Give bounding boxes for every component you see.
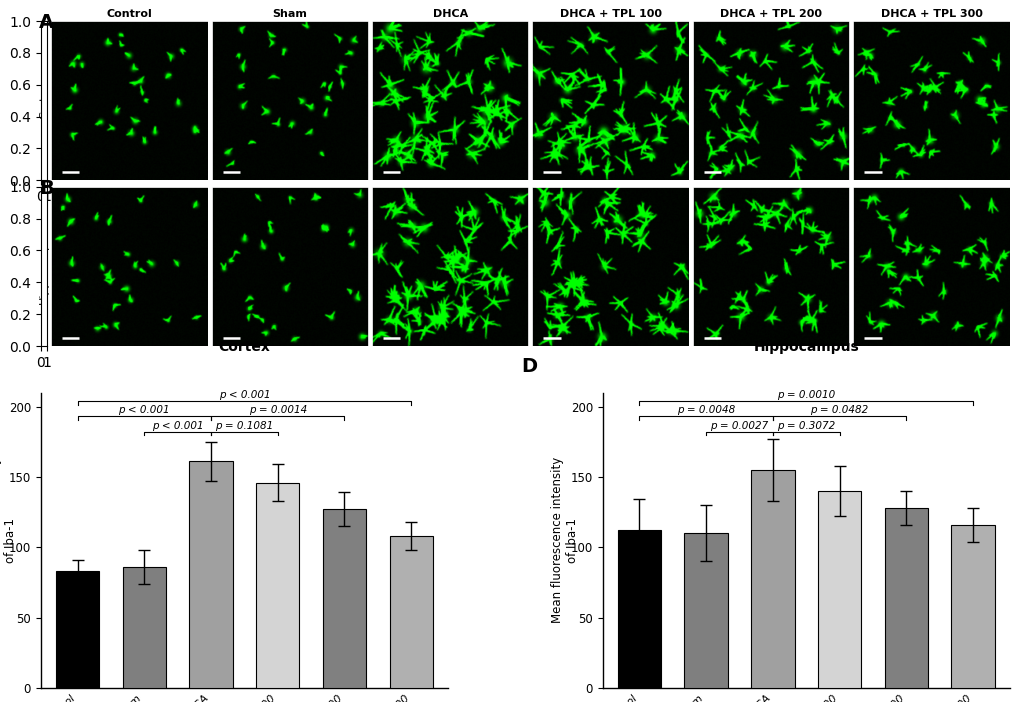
Title: Hippocampus: Hippocampus <box>753 340 858 354</box>
Bar <box>322 510 366 688</box>
Text: A: A <box>39 13 54 32</box>
Text: p < 0.001: p < 0.001 <box>118 405 170 415</box>
Bar <box>951 525 994 688</box>
Bar <box>389 536 432 688</box>
Text: p = 0.0048: p = 0.0048 <box>677 405 735 415</box>
Bar <box>256 482 300 688</box>
Bar <box>56 571 99 688</box>
Title: Sham: Sham <box>272 9 307 19</box>
Y-axis label: Mean fluorescence intensity
of Iba-1: Mean fluorescence intensity of Iba-1 <box>0 457 17 623</box>
Text: B: B <box>39 179 54 198</box>
Text: Cortex: Cortex <box>39 82 49 119</box>
Text: p = 0.0010: p = 0.0010 <box>776 390 835 399</box>
Title: DHCA + TPL 200: DHCA + TPL 200 <box>719 9 821 19</box>
Y-axis label: Mean fluorescence intensity
of Iba-1: Mean fluorescence intensity of Iba-1 <box>550 457 579 623</box>
Text: D: D <box>521 357 537 376</box>
Bar <box>883 508 927 688</box>
Title: DHCA + TPL 100: DHCA + TPL 100 <box>559 9 661 19</box>
Bar <box>684 534 728 688</box>
Bar <box>817 491 860 688</box>
Title: DHCA: DHCA <box>432 9 468 19</box>
Bar <box>190 461 232 688</box>
Bar <box>618 531 660 688</box>
Text: p = 0.0027: p = 0.0027 <box>709 420 768 430</box>
Text: p = 0.1081: p = 0.1081 <box>215 420 273 430</box>
Title: Control: Control <box>106 9 152 19</box>
Title: Cortex: Cortex <box>218 340 270 354</box>
Bar <box>122 567 166 688</box>
Text: p < 0.001: p < 0.001 <box>152 420 203 430</box>
Bar <box>750 470 794 688</box>
Text: p = 0.3072: p = 0.3072 <box>776 420 835 430</box>
Text: Hippocampus: Hippocampus <box>39 228 49 305</box>
Title: DHCA + TPL 300: DHCA + TPL 300 <box>879 9 981 19</box>
Text: p < 0.001: p < 0.001 <box>218 390 270 399</box>
Text: p = 0.0482: p = 0.0482 <box>810 405 868 415</box>
Text: p = 0.0014: p = 0.0014 <box>249 405 307 415</box>
